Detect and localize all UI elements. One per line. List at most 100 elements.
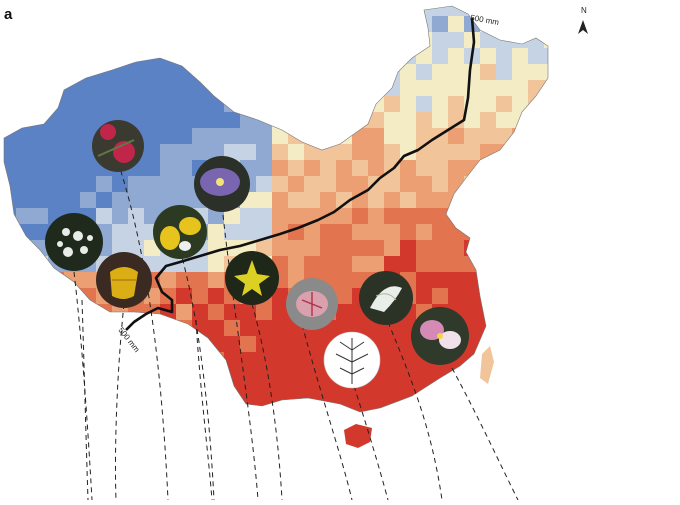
grid-cell [432,16,448,32]
grid-cell [176,272,192,288]
grid-cell [48,112,64,128]
white-cluster-flower-photo [45,213,103,271]
grid-cell [240,304,256,320]
grid-cell [336,272,352,288]
grid-cell [80,272,96,288]
grid-cell [4,160,16,176]
grid-cell [288,192,304,208]
grid-cell [352,208,368,224]
grid-cell [176,112,192,128]
grid-cell [464,288,480,304]
grid-cell [48,144,64,160]
grid-cell [400,256,416,272]
grid-cell [32,128,48,144]
grid-cell [432,64,448,80]
grid-cell [432,80,448,96]
grid-cell [416,160,432,176]
grid-cell [160,96,176,112]
grid-cell [80,128,96,144]
isohyet-500mm-line [125,17,476,331]
grid-cell [432,6,448,16]
grid-cell [112,208,128,224]
grid-cell [352,240,368,256]
grid-cell [176,176,192,192]
grid-cell [432,288,448,304]
taiwan-island [480,346,494,384]
grid-cell [272,336,288,352]
purple-flower-photo [194,156,250,212]
grid-cell [240,352,256,368]
grid-cell [464,80,480,96]
grid-cell [288,352,304,368]
grid-cell [480,112,496,128]
leader-line-11 [81,299,89,501]
grid-cell [528,64,544,80]
grid-cell [304,192,320,208]
grid-cell [256,368,272,384]
grid-cell [400,192,416,208]
grid-cell [368,208,384,224]
grid-cell [304,144,320,160]
grid-cell [80,96,96,112]
grid-cell [144,112,160,128]
grid-cell [256,144,272,160]
grid-cell [256,336,272,352]
grid-cell [176,304,192,320]
grid-cell [448,160,464,176]
grid-cell [80,160,96,176]
grid-cell [384,368,400,384]
grid-cell [192,256,208,272]
grid-cell [384,352,400,368]
leader-line-9 [353,385,389,501]
panel-label: a [4,6,13,23]
grid-cell [352,224,368,240]
white-lily-flower-photo [359,271,413,325]
grid-cell [4,144,16,160]
grid-cell [512,96,528,112]
grid-cell [160,176,176,192]
grid-cell [192,112,208,128]
grid-cell [240,320,256,336]
grid-cell [448,6,464,16]
north-arrow-label: N [581,6,587,15]
grid-cell [224,112,240,128]
grid-cell [448,96,464,112]
grid-cell [224,320,240,336]
leader-line-12 [195,319,213,501]
grid-cell [448,32,464,48]
grid-cell [80,144,96,160]
grid-cell [400,352,416,368]
grid-cell [288,336,304,352]
grid-cell [368,176,384,192]
grid-cell [400,160,416,176]
grid-cell [128,64,144,80]
yellow-star-flower-photo [225,251,279,305]
grid-cell [400,96,416,112]
grid-cell [112,96,128,112]
grid-cell [224,224,240,240]
grid-cell [16,176,32,192]
grid-cell [336,224,352,240]
grid-cell [496,112,512,128]
grid-cell [16,192,32,208]
grid-cell [80,192,96,208]
grid-cell [336,288,352,304]
grid-cell [224,336,240,352]
grid-cell [208,144,224,160]
yellow-orchid-flower-photo [153,205,207,259]
grid-cell [64,192,80,208]
grid-cell [432,160,448,176]
grid-cell [176,288,192,304]
grid-cell [384,176,400,192]
grid-cell [208,272,224,288]
grid-cell [368,384,384,400]
grid-cell [160,192,176,208]
grid-cell [448,272,464,288]
grid-cell [272,208,288,224]
grid-cell [368,112,384,128]
grid-cell [432,208,448,224]
grid-cell [448,288,464,304]
grid-cell [240,336,256,352]
grid-cell [464,144,480,160]
